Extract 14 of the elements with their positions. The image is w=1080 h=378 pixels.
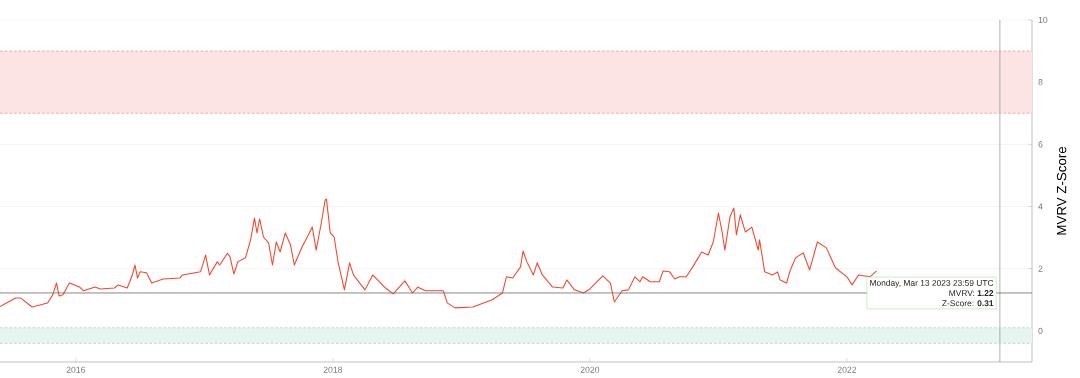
- x-tick-label: 2022: [837, 366, 857, 373]
- annotation: Z-Score: 0.31: [942, 300, 994, 307]
- annotation: MVRV: 1.22: [949, 290, 994, 296]
- y-tick-label: 8: [1038, 79, 1043, 86]
- x-tick-label: 2016: [66, 366, 86, 373]
- x-tick-label: 2020: [580, 366, 600, 373]
- y-axis-title: MVRV Z-Score: [1056, 146, 1067, 235]
- y-tick-label: 2: [1038, 265, 1043, 272]
- y-tick-label: 0: [1038, 327, 1043, 334]
- annotation: Monday, Mar 13 2023 23:59 UTC: [870, 279, 994, 288]
- x-tick-label: 2018: [323, 366, 343, 373]
- y-tick-label: 10: [1038, 16, 1048, 24]
- y-tick-label: 6: [1038, 141, 1043, 148]
- y-tick-label: 4: [1038, 203, 1043, 210]
